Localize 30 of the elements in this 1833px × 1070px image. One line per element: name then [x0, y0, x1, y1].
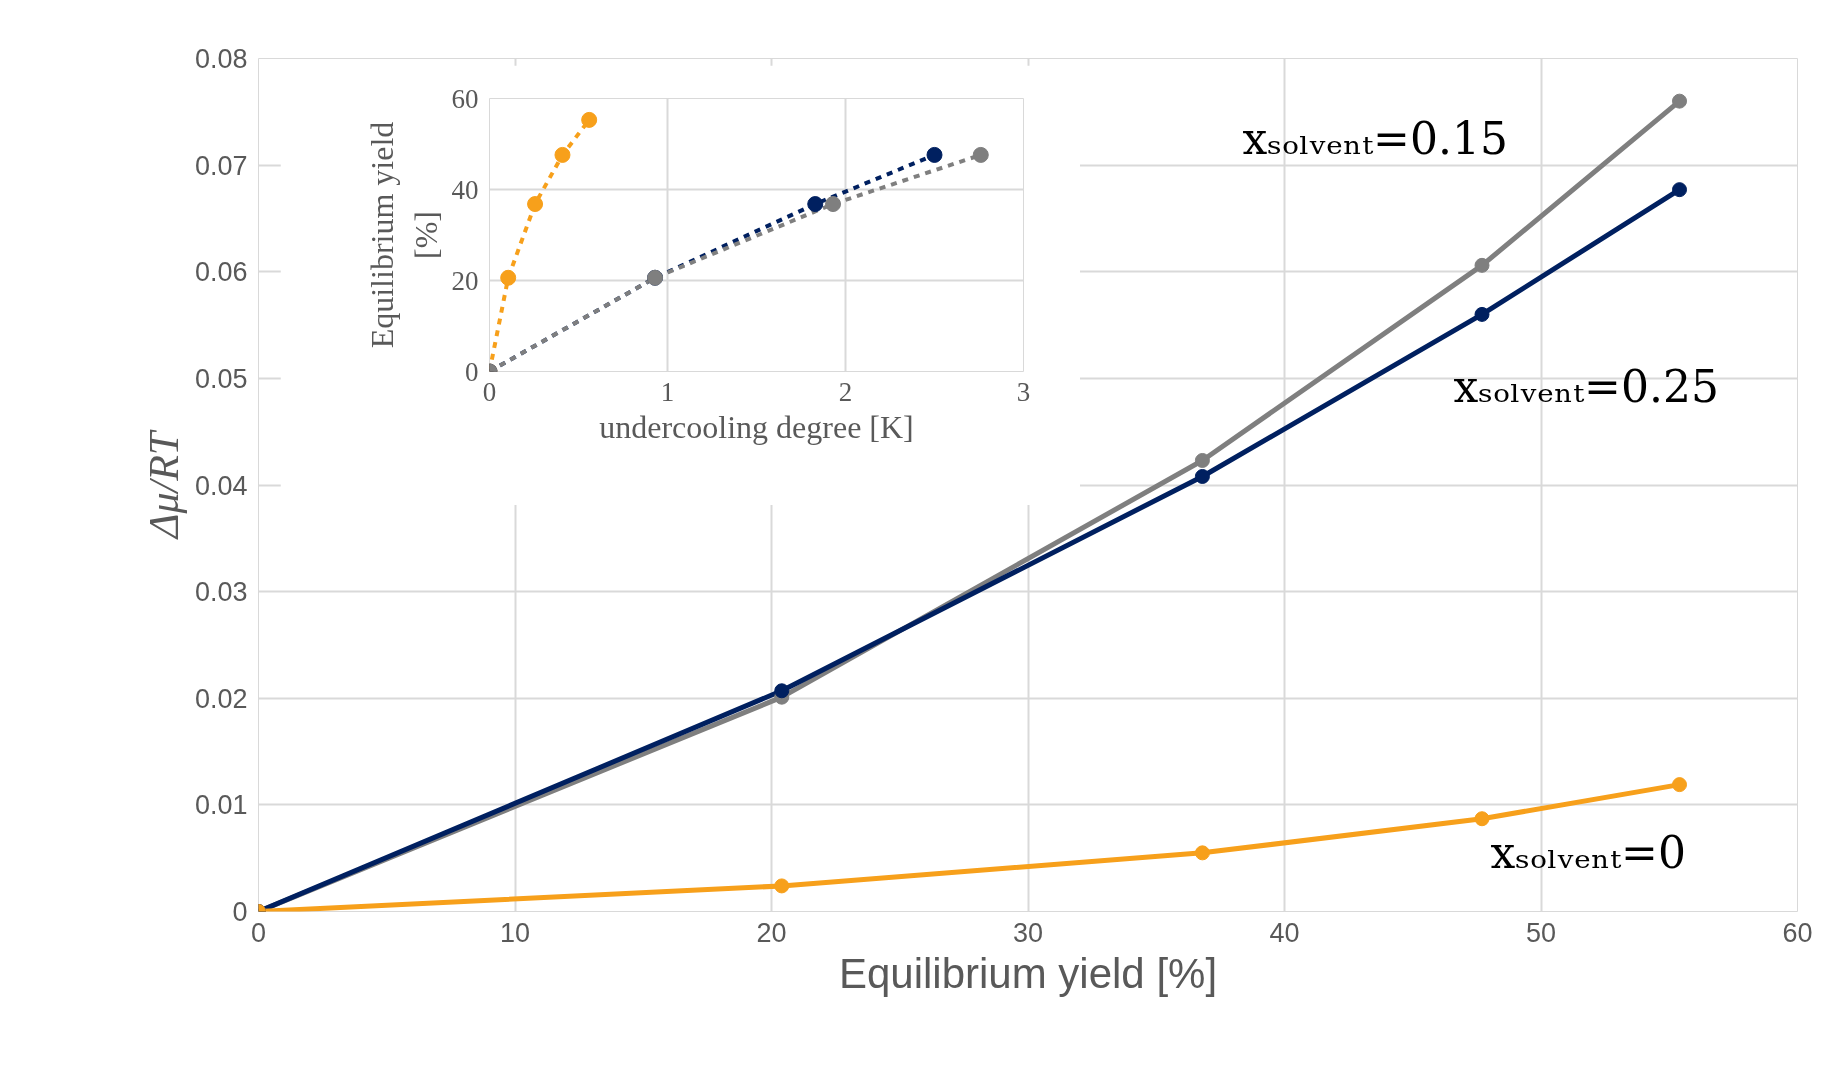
y-tick-label: 0.02 — [194, 683, 248, 714]
x-tick-label: 50 — [1525, 917, 1557, 948]
y-tick-label: 40 — [451, 174, 479, 205]
y-tick-label: 20 — [451, 265, 479, 296]
annotation: xₛₒₗᵥₑₙₜ=0 — [1490, 827, 1686, 878]
x-axis-title: Equilibrium yield [%] — [838, 949, 1218, 997]
y-tick-label: 0.08 — [194, 44, 248, 74]
x-tick-label: 1 — [660, 376, 675, 407]
x-tick-label: 20 — [756, 917, 787, 948]
y-tick-label: 0.03 — [194, 577, 248, 608]
annotation: xₛₒₗᵥₑₙₜ=0.15 — [1242, 113, 1508, 164]
y-tick-label: 0.05 — [194, 363, 248, 394]
x-tick-label: 30 — [1012, 917, 1044, 948]
y-tick-label: 0 — [232, 897, 248, 927]
y-tick-label: 0.06 — [194, 257, 248, 288]
x-tick-label: 2 — [838, 376, 853, 407]
x-tick-label: 0 — [250, 917, 267, 948]
y-axis-title: Equilibrium yield [%] — [364, 121, 444, 349]
y-tick-label: 0.07 — [194, 150, 248, 181]
y-tick-label: 60 — [451, 83, 479, 114]
y-tick-label: 0.01 — [194, 790, 248, 821]
x-tick-label: 10 — [499, 917, 531, 948]
y-axis-title: Δμ/RT — [140, 429, 187, 541]
x-tick-label: 3 — [1016, 376, 1031, 407]
x-tick-label: 60 — [1782, 917, 1813, 948]
y-tick-label: 0 — [465, 356, 479, 387]
x-axis-title: undercooling degree [K] — [599, 408, 914, 445]
y-tick-label: 0.04 — [194, 470, 248, 501]
x-tick-label: 40 — [1269, 917, 1300, 948]
annotation: xₛₒₗᵥₑₙₜ=0.25 — [1453, 361, 1719, 412]
